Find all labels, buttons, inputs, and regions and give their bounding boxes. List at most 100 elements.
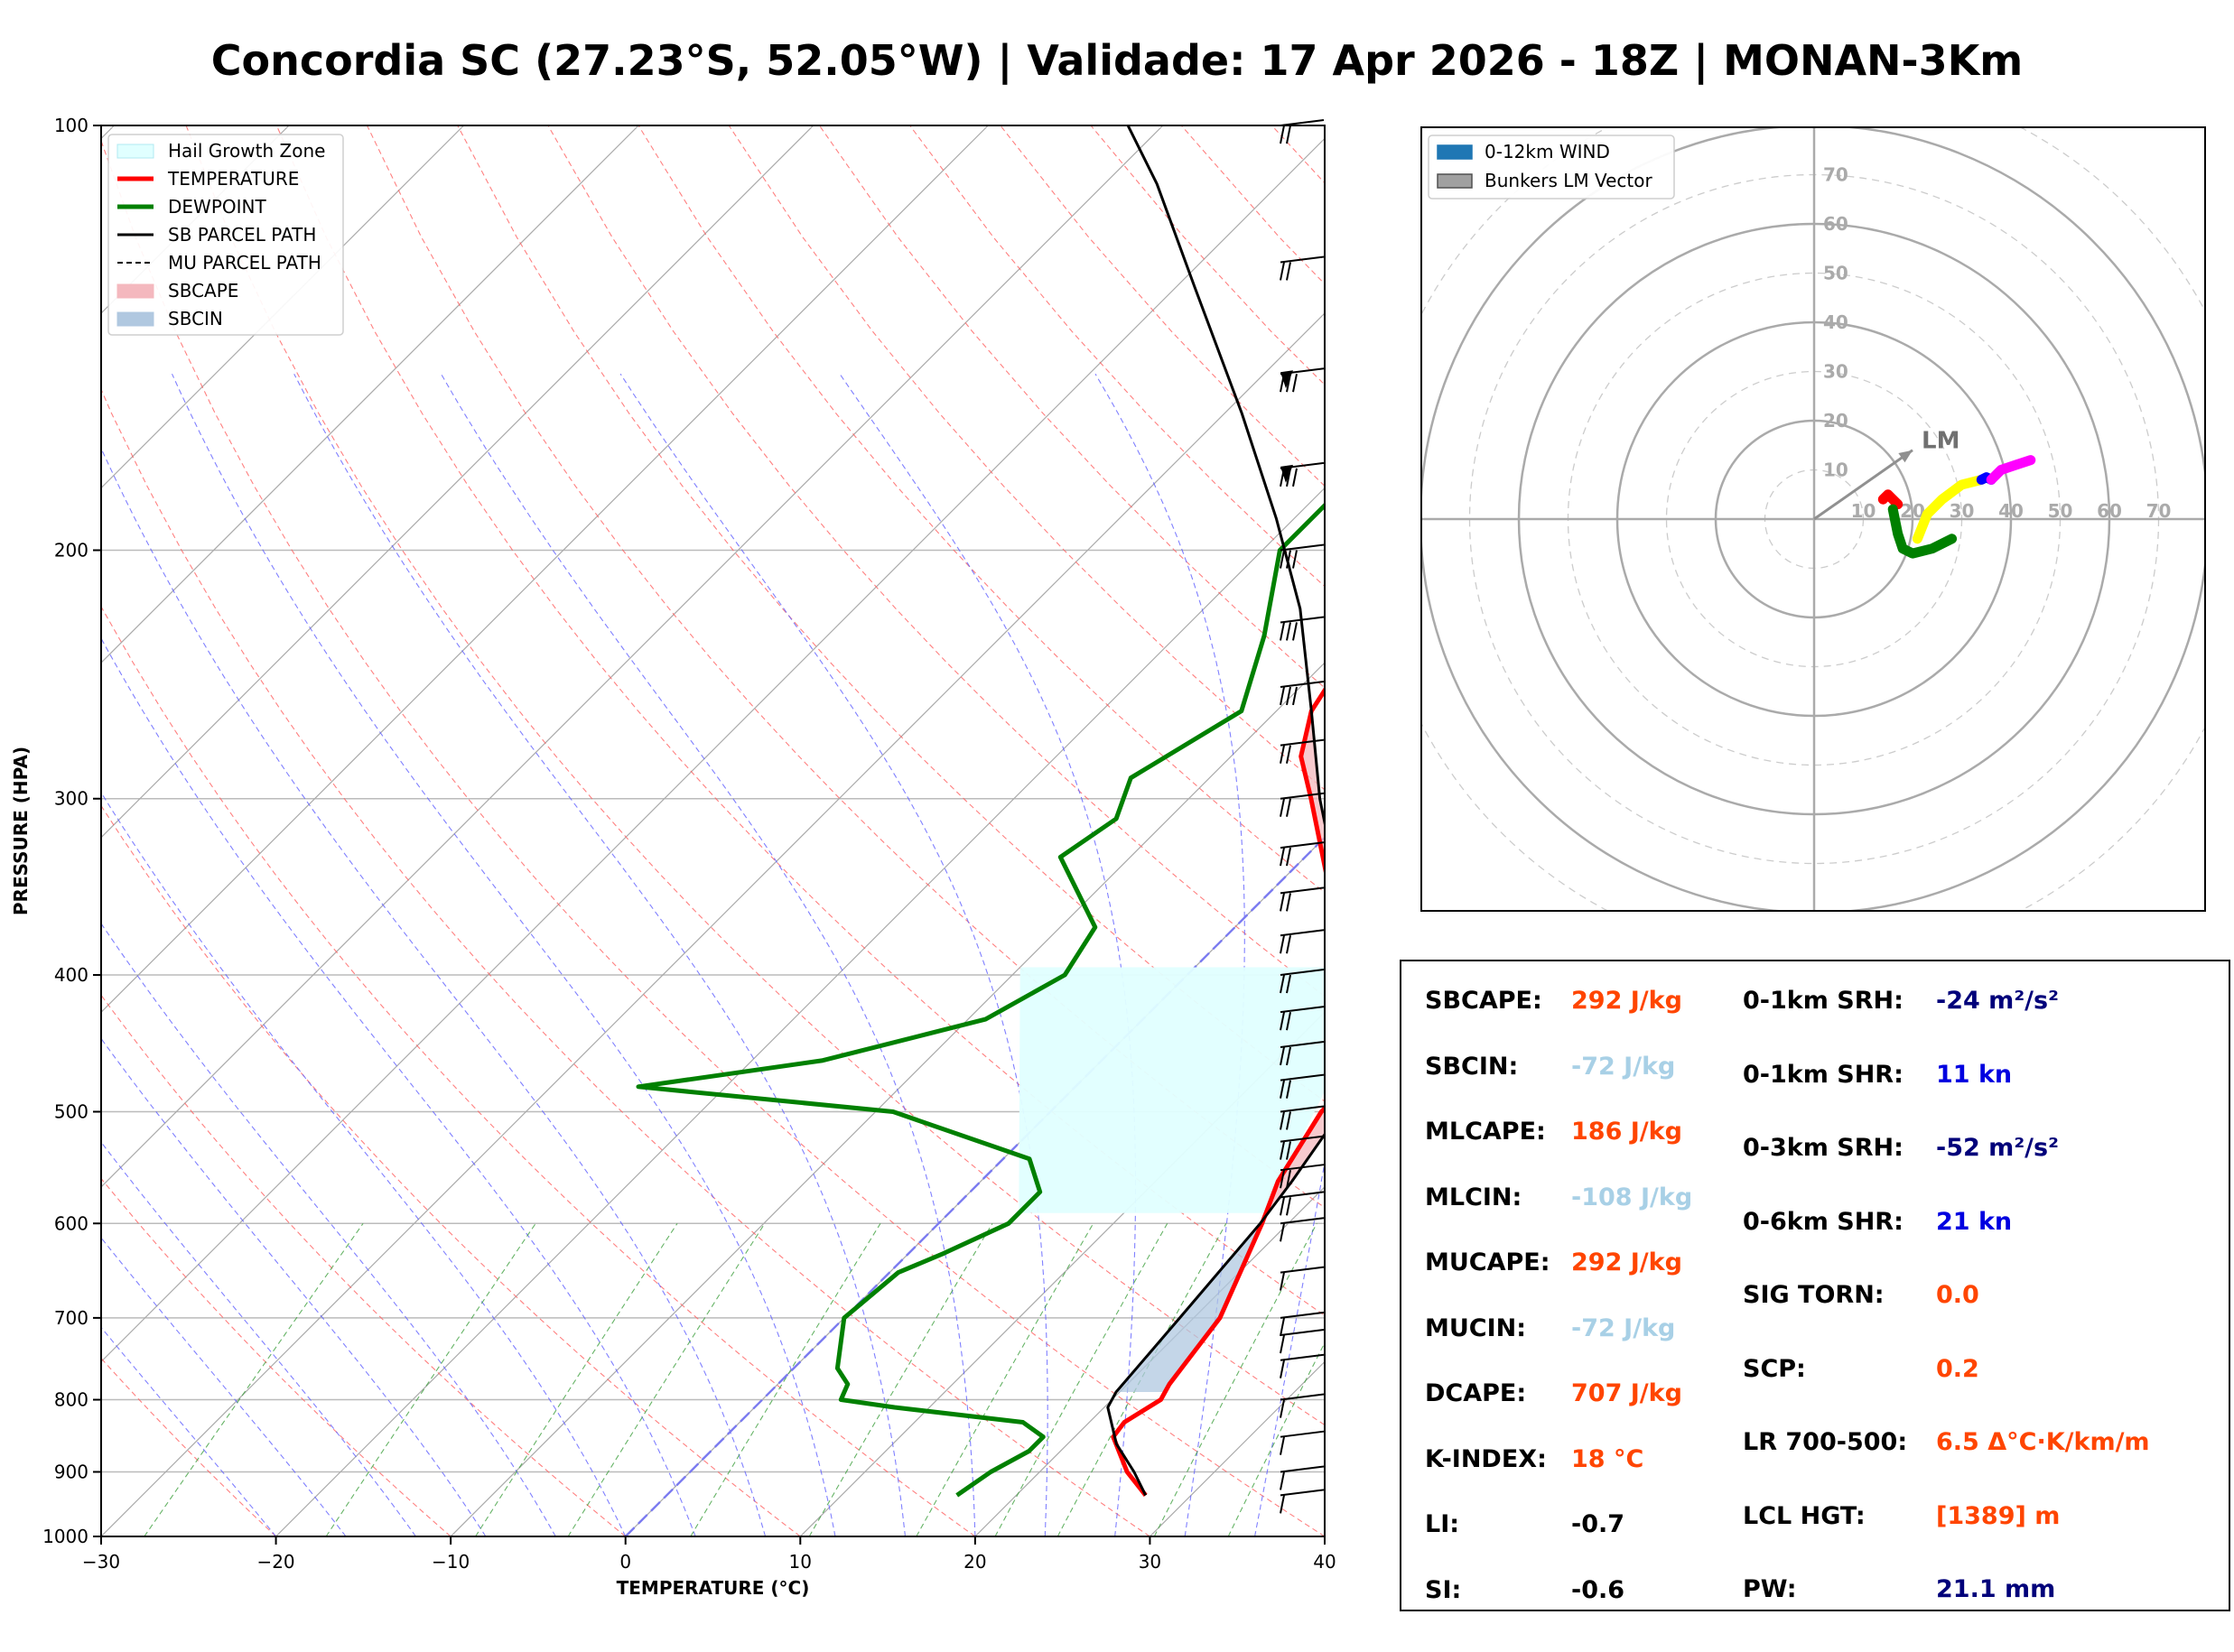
wind-barb-staff	[1280, 1329, 1325, 1337]
wind-barb-feather	[1292, 686, 1298, 706]
index-value: 21 kn	[1936, 1207, 2013, 1236]
wind-barb-feather	[1286, 974, 1291, 994]
wind-barb-staff	[1280, 616, 1325, 624]
wind-barb	[1280, 461, 1325, 487]
wind-barb	[1280, 1430, 1325, 1455]
wind-barb-feather	[1286, 798, 1291, 817]
wind-barb-staff	[1280, 841, 1325, 849]
wind-barb-feather	[1280, 1399, 1285, 1418]
wind-barb	[1280, 969, 1325, 994]
wind-barb	[1280, 1489, 1325, 1514]
mixing-ratio-line	[1153, 1223, 1317, 1536]
x-tick-label: 0	[619, 1551, 631, 1573]
isotherm-line	[101, 125, 464, 489]
moist-adiabat-line	[101, 791, 627, 1536]
wind-barb	[1280, 1105, 1325, 1130]
index-label: K-INDEX:	[1425, 1444, 1547, 1473]
wind-barb-staff	[1280, 1393, 1325, 1401]
y-tick-label: 200	[54, 540, 88, 561]
wind-barb-staff	[1280, 1135, 1325, 1143]
y-axis-label: PRESSURE (HPA)	[10, 747, 32, 915]
isotherm-line	[101, 125, 1164, 1188]
moist-adiabat-line	[1094, 373, 1245, 1536]
dewpoint-line	[636, 502, 1325, 1498]
index-label: PW:	[1743, 1575, 1797, 1603]
isotherm-line	[101, 312, 1325, 1536]
isotherm-line	[450, 662, 1325, 1536]
dry-adiabat-line	[101, 388, 1150, 1536]
wind-barb-feather	[1280, 686, 1285, 706]
wind-barb-feather	[1286, 622, 1291, 641]
index-label: MUCAPE:	[1425, 1248, 1550, 1276]
wind-barb	[1280, 1353, 1325, 1378]
wind-barb-staff	[1280, 738, 1325, 747]
mixing-ratio-line	[567, 1223, 766, 1536]
mixing-ratio-line	[325, 1222, 536, 1536]
wind-barb-staff	[1280, 792, 1325, 800]
moist-adiabat-line	[101, 1237, 347, 1536]
wind-barb-feather	[1292, 550, 1298, 569]
y-tick-label: 500	[54, 1100, 88, 1122]
wind-barb-feather	[1286, 745, 1291, 764]
legend-label: MU PARCEL PATH	[168, 252, 321, 274]
x-tick-label: 40	[1313, 1551, 1336, 1573]
wind-barb-feather	[1280, 935, 1285, 954]
index-label: LR 700-500:	[1743, 1428, 1908, 1456]
wind-barb	[1280, 680, 1325, 706]
wind-barb	[1280, 1393, 1325, 1418]
legend-label: TEMPERATURE	[167, 168, 299, 190]
index-value: 6.5 Δ°C·K/km/m	[1936, 1428, 2150, 1456]
wind-barb	[1280, 1006, 1325, 1031]
index-value: 186 J/kg	[1571, 1118, 1682, 1146]
wind-barb-feather	[1286, 1111, 1291, 1130]
index-value: 11 kn	[1936, 1060, 2013, 1089]
wind-barb-feather	[1280, 1046, 1285, 1066]
hail-growth-zone-region	[1019, 967, 1325, 1213]
index-label: DCAPE:	[1425, 1379, 1527, 1407]
wind-barb-feather	[1280, 1360, 1285, 1378]
wind-barb-feather	[1280, 1223, 1285, 1242]
wind-barb-feather	[1292, 468, 1298, 487]
dry-adiabat-line	[101, 605, 976, 1536]
moist-adiabat-line	[171, 373, 836, 1536]
wind-barb	[1280, 792, 1325, 817]
index-label: 0-1km SRH:	[1743, 987, 1904, 1015]
wind-barb-feather	[1286, 847, 1291, 867]
wind-barb-feather	[1292, 374, 1298, 393]
wind-barb-feather	[1280, 1272, 1285, 1291]
wind-barb-feather	[1280, 1334, 1285, 1354]
temperature-line	[1111, 686, 1325, 1497]
wind-barb-feather	[1286, 262, 1291, 281]
wind-barb	[1280, 616, 1325, 641]
legend-label: SBCIN	[168, 308, 223, 329]
wind-barb	[1280, 1073, 1325, 1099]
isotherm-line	[275, 487, 1325, 1536]
y-tick-label: 800	[54, 1389, 88, 1411]
wind-barb	[1280, 543, 1325, 569]
isotherm-line	[101, 125, 639, 664]
index-value: 18 °C	[1571, 1444, 1644, 1473]
wind-barb	[1280, 1135, 1325, 1160]
legend-swatch	[116, 144, 154, 159]
index-value: -24 m²/s²	[1936, 987, 2059, 1015]
wind-barb-feather	[1280, 1111, 1285, 1130]
wind-barb-staff	[1280, 1465, 1325, 1473]
wind-barb	[1280, 1164, 1325, 1189]
wind-barb	[1280, 367, 1325, 393]
wind-barb-staff	[1280, 1006, 1325, 1014]
index-value: 707 J/kg	[1571, 1379, 1682, 1407]
wind-barb-feather	[1280, 974, 1285, 994]
wind-barb-feather	[1292, 622, 1298, 641]
wind-barb	[1280, 738, 1325, 764]
x-tick-label: 30	[1139, 1551, 1161, 1573]
wind-barb-staff	[1280, 1217, 1325, 1225]
moist-adiabat-line	[101, 637, 696, 1536]
index-label: SCP:	[1743, 1354, 1806, 1383]
wind-barb-staff	[1280, 1489, 1325, 1497]
dry-adiabat-line	[101, 1177, 451, 1536]
index-value: -0.6	[1571, 1575, 1625, 1604]
isotherm-line	[101, 125, 989, 1014]
wind-barb-pennant	[1280, 464, 1293, 483]
index-value: 292 J/kg	[1571, 1248, 1682, 1276]
